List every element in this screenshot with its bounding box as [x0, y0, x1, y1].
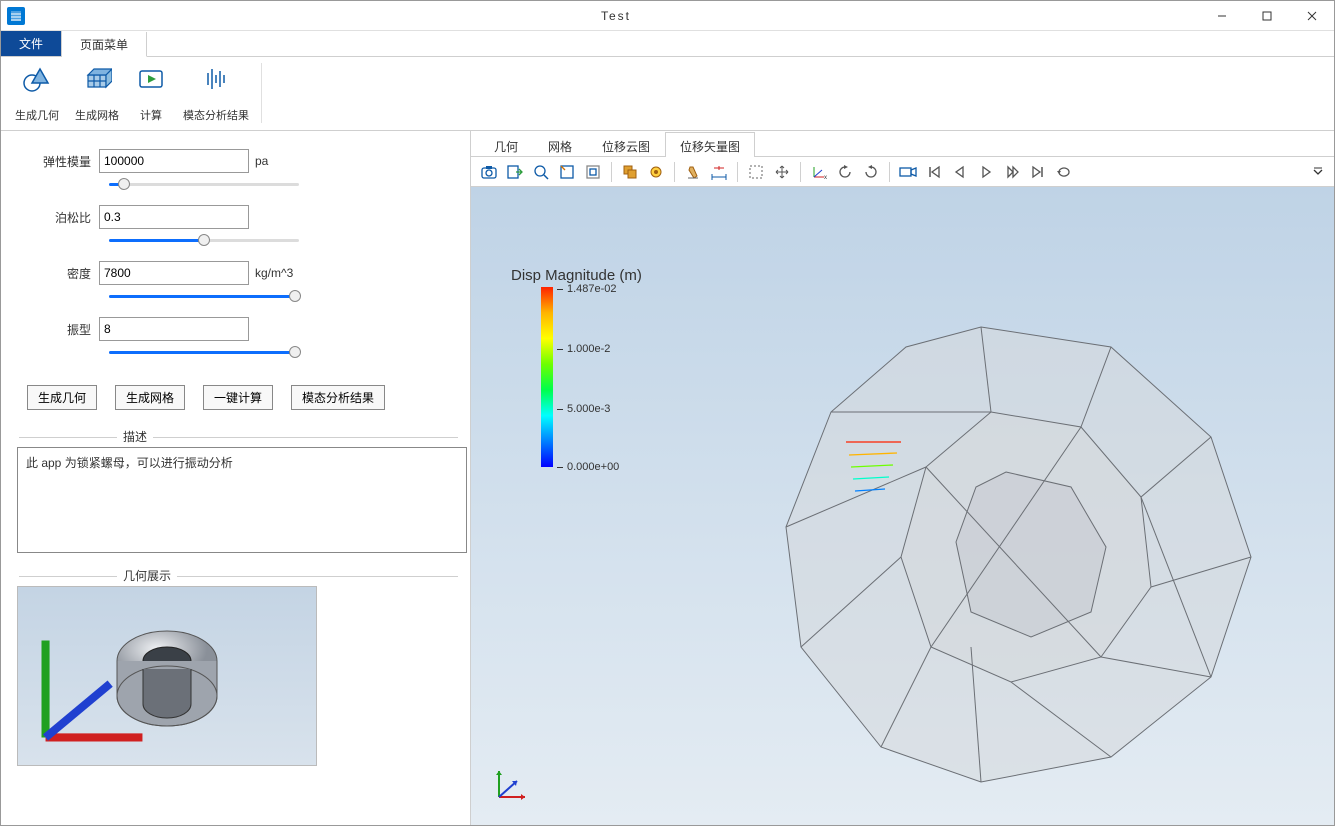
description-legend: 描述 [117, 428, 153, 445]
zoom-extent-icon[interactable] [581, 160, 605, 184]
view-toolbar: x [471, 157, 1334, 187]
tab-mesh[interactable]: 网格 [533, 132, 587, 157]
axes-icon[interactable]: x [807, 160, 831, 184]
ribbon-modal-result[interactable]: 模态分析结果 [175, 61, 257, 125]
left-panel: 弹性模量 pa 泊松比 密度 kg/m^3 [1, 131, 471, 825]
ribbon-generate-mesh[interactable]: 生成网格 [67, 61, 127, 125]
play-icon[interactable] [974, 160, 998, 184]
colormap-ticks: 1.487e-02 1.000e-2 5.000e-3 0.000e+00 [557, 287, 637, 467]
axis-triad-icon [491, 765, 531, 805]
tab-geometry[interactable]: 几何 [479, 132, 533, 157]
tab-disp-cloud[interactable]: 位移云图 [587, 132, 665, 157]
window-controls [1199, 1, 1334, 31]
toggle-visibility-icon[interactable] [644, 160, 668, 184]
label-density: 密度 [19, 265, 99, 282]
main-content: 弹性模量 pa 泊松比 密度 kg/m^3 [1, 131, 1334, 825]
minimize-button[interactable] [1199, 1, 1244, 31]
input-poisson[interactable] [99, 205, 249, 229]
menu-tabs: 文件 页面菜单 [1, 31, 1334, 57]
colormap-tick: 1.487e-02 [557, 283, 617, 295]
unit-density: kg/m^3 [255, 266, 293, 280]
ribbon-label: 生成几何 [15, 107, 59, 123]
unit-elastic: pa [255, 154, 268, 168]
tab-file[interactable]: 文件 [1, 31, 62, 56]
row-poisson: 泊松比 [19, 205, 452, 229]
slider-poisson[interactable] [109, 233, 299, 247]
view-tabs: 几何 网格 位移云图 位移矢量图 [471, 131, 1334, 157]
export-icon[interactable] [503, 160, 527, 184]
tab-disp-vector[interactable]: 位移矢量图 [665, 132, 755, 157]
btn-gen-geometry[interactable]: 生成几何 [27, 385, 97, 410]
description-group: 描述 此 app 为锁紧螺母，可以进行振动分析 [13, 428, 458, 555]
ribbon-compute[interactable]: 计算 [127, 61, 175, 125]
close-button[interactable] [1289, 1, 1334, 31]
slider-mode[interactable] [109, 345, 299, 359]
ribbon-label: 计算 [140, 107, 162, 123]
geometry-preview-group: 几何展示 [13, 567, 458, 768]
colormap-tick: 5.000e-3 [557, 403, 610, 415]
ribbon: 生成几何 生成网格 计算 模态分析结果 [1, 57, 1334, 131]
snapshot-icon[interactable] [477, 160, 501, 184]
label-poisson: 泊松比 [19, 209, 99, 226]
title-bar: Test [1, 1, 1334, 31]
row-density: 密度 kg/m^3 [19, 261, 452, 285]
geometry-legend: 几何展示 [117, 567, 177, 584]
btn-gen-mesh[interactable]: 生成网格 [115, 385, 185, 410]
zoom-box-icon[interactable] [555, 160, 579, 184]
svg-text:x: x [824, 175, 827, 180]
viewport-3d[interactable]: Disp Magnitude (m) 1.487e-02 1.000e-2 5.… [471, 187, 1334, 825]
colormap-tick: 1.000e-2 [557, 343, 610, 355]
zoom-icon[interactable] [529, 160, 553, 184]
mesh-shape [671, 227, 1291, 787]
pan-icon[interactable] [770, 160, 794, 184]
btn-modal-result[interactable]: 模态分析结果 [291, 385, 385, 410]
label-mode: 振型 [19, 321, 99, 338]
parameter-form: 弹性模量 pa 泊松比 密度 kg/m^3 [9, 149, 462, 373]
input-mode[interactable] [99, 317, 249, 341]
box-select-icon[interactable] [744, 160, 768, 184]
colormap-tick: 0.000e+00 [557, 461, 619, 473]
camera-icon[interactable] [896, 160, 920, 184]
app-window: Test 文件 页面菜单 生成几何 生成网格 计算 [0, 0, 1335, 826]
measure-icon[interactable] [707, 160, 731, 184]
ribbon-separator [261, 63, 262, 123]
right-panel: 几何 网格 位移云图 位移矢量图 [471, 131, 1334, 825]
prev-frame-icon[interactable] [948, 160, 972, 184]
slider-density[interactable] [109, 289, 299, 303]
clear-icon[interactable] [681, 160, 705, 184]
tab-page-menu[interactable]: 页面菜单 [62, 32, 147, 57]
row-mode: 振型 [19, 317, 452, 341]
last-frame-icon[interactable] [1026, 160, 1050, 184]
next-frame-icon[interactable] [1000, 160, 1024, 184]
ribbon-label: 模态分析结果 [183, 107, 249, 123]
label-elastic: 弹性模量 [19, 153, 99, 170]
ribbon-label: 生成网格 [75, 107, 119, 123]
row-elastic-modulus: 弹性模量 pa [19, 149, 452, 173]
btn-one-compute[interactable]: 一键计算 [203, 385, 273, 410]
slider-elastic[interactable] [109, 177, 299, 191]
loop-icon[interactable] [1052, 160, 1076, 184]
ribbon-generate-geometry[interactable]: 生成几何 [7, 61, 67, 125]
mesh-icon [81, 63, 113, 95]
legend-title: Disp Magnitude (m) [511, 267, 642, 284]
toolbar-overflow-icon[interactable] [1308, 166, 1328, 178]
input-elastic[interactable] [99, 149, 249, 173]
geometry-icon [21, 63, 53, 95]
description-text: 此 app 为锁紧螺母，可以进行振动分析 [17, 447, 467, 553]
input-density[interactable] [99, 261, 249, 285]
select-icon[interactable] [618, 160, 642, 184]
rotate-cw-icon[interactable] [859, 160, 883, 184]
mini-axis-triad-icon [24, 619, 164, 759]
first-frame-icon[interactable] [922, 160, 946, 184]
colormap: 1.487e-02 1.000e-2 5.000e-3 0.000e+00 [541, 287, 637, 467]
colormap-bar [541, 287, 553, 467]
rotate-ccw-icon[interactable] [833, 160, 857, 184]
window-title: Test [33, 9, 1199, 23]
maximize-button[interactable] [1244, 1, 1289, 31]
compute-icon [135, 63, 167, 95]
app-icon [7, 7, 25, 25]
geometry-preview [17, 586, 317, 766]
result-icon [200, 63, 232, 95]
action-buttons: 生成几何 生成网格 一键计算 模态分析结果 [9, 373, 462, 422]
